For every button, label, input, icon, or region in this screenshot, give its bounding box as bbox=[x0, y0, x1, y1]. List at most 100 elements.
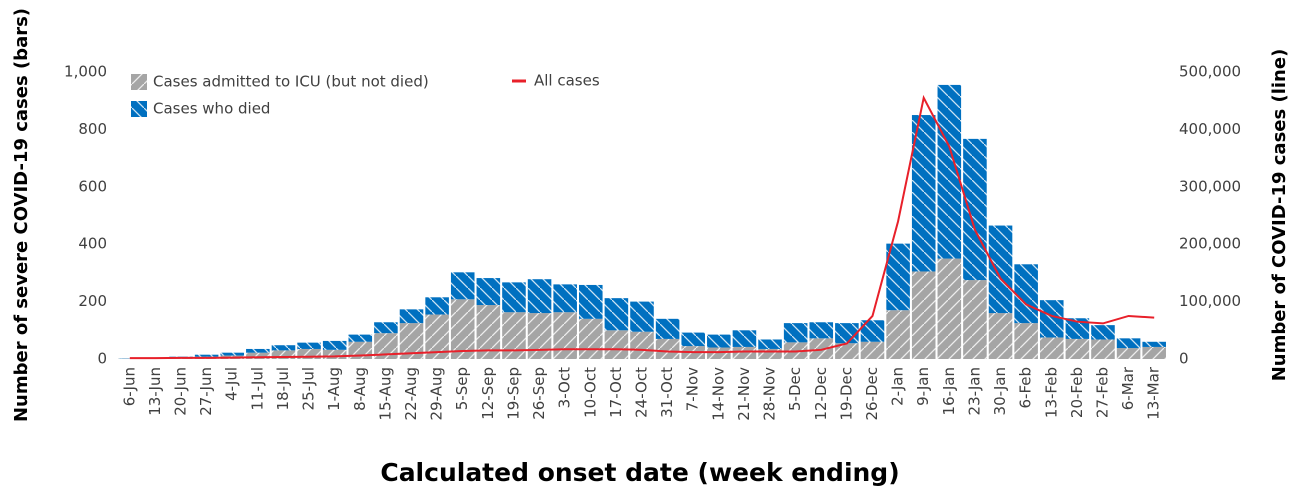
x-tick-label: 12-Sep bbox=[479, 367, 497, 420]
x-tick-label: 25-Jul bbox=[300, 367, 318, 410]
y2-tick-label: 400,000 bbox=[1179, 120, 1241, 138]
x-tick-label: 13-Mar bbox=[1145, 366, 1163, 420]
bar bbox=[988, 313, 1013, 359]
y-tick-label: 200 bbox=[78, 292, 107, 310]
bar bbox=[911, 115, 936, 272]
bar bbox=[988, 225, 1013, 314]
bar bbox=[630, 331, 654, 359]
x-tick-label: 12-Dec bbox=[812, 367, 830, 421]
bar bbox=[1142, 341, 1166, 347]
bar bbox=[604, 298, 629, 331]
bar bbox=[681, 332, 705, 347]
x-tick-label: 27-Feb bbox=[1093, 367, 1111, 418]
bar bbox=[374, 333, 398, 359]
x-axis-title: Calculated onset date (week ending) bbox=[380, 458, 899, 487]
y2-tick-label: 200,000 bbox=[1179, 235, 1241, 253]
x-tick-label: 28-Nov bbox=[761, 367, 779, 421]
x-tick-label: 14-Nov bbox=[709, 367, 727, 421]
y2-tick-label: 500,000 bbox=[1179, 63, 1241, 81]
bar bbox=[246, 348, 270, 353]
y2-tick-label: 100,000 bbox=[1179, 292, 1241, 310]
x-tick-label: 19-Dec bbox=[837, 367, 855, 421]
x-tick-label: 13-Jun bbox=[146, 367, 164, 416]
y-tick-label: 400 bbox=[78, 235, 107, 253]
bar bbox=[911, 271, 936, 359]
x-tick-label: 26-Dec bbox=[863, 367, 881, 421]
x-tick-label: 9-Jan bbox=[914, 367, 932, 406]
legend-swatch bbox=[131, 101, 147, 117]
x-tick-label: 13-Feb bbox=[1042, 367, 1060, 418]
bar bbox=[553, 312, 577, 359]
x-tick-label: 27-Jun bbox=[197, 367, 215, 416]
bar bbox=[399, 309, 424, 324]
bar bbox=[1039, 337, 1064, 359]
bar bbox=[348, 334, 373, 342]
bar bbox=[860, 320, 885, 342]
x-tick-label: 26-Sep bbox=[530, 367, 548, 420]
bar bbox=[1014, 264, 1038, 324]
bar bbox=[476, 278, 501, 306]
y2-tick-label: 0 bbox=[1179, 350, 1189, 368]
bar bbox=[246, 352, 270, 359]
bar bbox=[399, 323, 424, 359]
bar bbox=[886, 310, 910, 359]
bar bbox=[502, 312, 526, 359]
bar bbox=[963, 280, 987, 359]
bar bbox=[937, 84, 962, 259]
y-tick-label: 800 bbox=[78, 120, 107, 138]
x-tick-label: 7-Nov bbox=[684, 367, 702, 411]
y2-tick-label: 300,000 bbox=[1179, 177, 1241, 195]
bar bbox=[809, 322, 834, 339]
y-axis-title: Number of severe COVID-19 cases (bars) bbox=[11, 8, 32, 422]
bar bbox=[707, 334, 731, 348]
legend-swatch bbox=[131, 74, 147, 90]
x-tick-label: 3-Oct bbox=[556, 367, 574, 408]
x-tick-label: 19-Sep bbox=[504, 367, 522, 420]
bar bbox=[450, 272, 475, 300]
line bbox=[129, 94, 1155, 360]
bar bbox=[425, 314, 449, 359]
x-tick-label: 6-Jun bbox=[120, 367, 138, 406]
x-tick-label: 11-Jul bbox=[248, 367, 266, 410]
y-tick-label: 0 bbox=[97, 350, 107, 368]
bar bbox=[1014, 323, 1038, 359]
bar bbox=[1091, 339, 1115, 359]
bar bbox=[194, 354, 219, 357]
bar bbox=[1116, 338, 1141, 349]
legend-label: All cases bbox=[534, 72, 600, 90]
bar bbox=[732, 330, 757, 347]
bar bbox=[860, 341, 885, 359]
x-tick-label: 16-Jan bbox=[940, 367, 958, 415]
x-tick-label: 10-Oct bbox=[581, 367, 599, 418]
bar bbox=[579, 318, 603, 359]
bar bbox=[1116, 348, 1141, 359]
bar bbox=[1065, 318, 1090, 339]
x-tick-label: 5-Sep bbox=[453, 367, 471, 410]
bar bbox=[374, 322, 398, 334]
bar bbox=[553, 284, 577, 313]
bar bbox=[963, 138, 987, 281]
x-tick-label: 18-Jul bbox=[274, 367, 292, 410]
x-tick-label: 23-Jan bbox=[965, 367, 983, 415]
bar bbox=[271, 350, 296, 359]
x-tick-label: 30-Jan bbox=[991, 367, 1009, 415]
x-tick-label: 15-Aug bbox=[376, 367, 394, 420]
x-tick-label: 6-Mar bbox=[1119, 366, 1137, 410]
bar bbox=[758, 339, 782, 349]
x-tick-label: 6-Feb bbox=[1017, 367, 1035, 409]
bar bbox=[297, 342, 321, 349]
x-tick-label: 31-Oct bbox=[658, 367, 676, 418]
bar bbox=[527, 313, 552, 359]
x-tick-label: 2-Jan bbox=[889, 367, 907, 406]
x-tick-label: 8-Aug bbox=[351, 367, 369, 411]
x-tick-label: 4-Jul bbox=[223, 367, 241, 401]
bar bbox=[1039, 300, 1064, 338]
bar bbox=[322, 340, 347, 350]
bar bbox=[271, 345, 296, 351]
bar bbox=[655, 338, 680, 359]
bar bbox=[604, 330, 629, 359]
bar bbox=[1142, 346, 1166, 359]
x-tick-label: 17-Oct bbox=[607, 367, 625, 418]
bar bbox=[835, 343, 859, 359]
x-tick-label: 20-Jun bbox=[172, 367, 190, 416]
